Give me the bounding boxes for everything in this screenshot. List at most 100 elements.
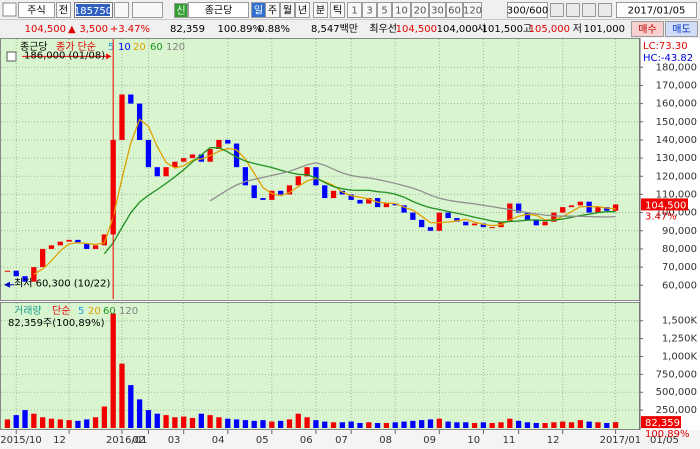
period-button-box[interactable] [280,2,295,18]
stock-name-box[interactable] [188,2,249,18]
x-tick-label: 03 [168,435,181,446]
tool-icon[interactable] [582,3,596,17]
tool-icon[interactable] [550,3,564,17]
volume-bar [463,422,469,428]
period-button-box[interactable] [330,2,345,18]
candle [542,221,548,226]
volume-ratio-label: 100.89% [645,429,690,440]
volume-bar [498,422,504,428]
period-button: 주 [268,6,277,17]
count-box[interactable] [507,2,548,18]
volume-bar [322,421,328,428]
volume-bar [480,422,487,428]
volume-bar [207,415,213,428]
x-tick-label: 11 [503,435,516,446]
code: 185750 [74,6,112,17]
new-badge: 신 [176,5,185,17]
x-tick-label: 05 [256,435,269,446]
volume-bar [110,313,116,428]
volume-bar [586,421,592,428]
interval-button-box[interactable] [429,2,446,18]
period-button-box[interactable] [295,2,310,18]
candle [84,243,90,249]
period-button-box[interactable] [313,2,328,18]
volume-bar [489,422,495,428]
candle [189,154,196,159]
sell-button: 매도 [672,24,690,36]
volume-bar [295,413,301,428]
candle [560,207,566,213]
period-button-box[interactable] [265,2,280,18]
x-tick-label: 02 [132,435,145,446]
candle [445,212,451,219]
x-tick-label: 12 [547,435,560,446]
volume-bar [445,421,451,428]
candle [322,185,328,199]
y-tick-label: 120,000 [656,171,697,182]
candle [330,190,337,199]
candle [480,223,487,228]
interval-button-box[interactable] [446,2,463,18]
y-tick-label: 90,000 [662,226,697,237]
low-annotation: 최저 60,300 (10/22) [14,278,110,290]
volume-bar [40,417,46,428]
quote-volume-ratio: 100.89% [218,24,263,35]
candle [489,227,495,229]
volume-bar [419,420,425,428]
interval-button-box[interactable] [411,2,429,18]
x-tick-label: 2015/10 [0,435,42,446]
date-box[interactable] [616,2,697,18]
candle [136,103,143,140]
volume-bar [22,410,28,428]
interval-button-box[interactable] [463,2,482,18]
candle [401,205,407,213]
new-badge-box[interactable] [174,3,188,18]
volume-bar [524,422,531,428]
high-arrow-head [106,53,112,60]
nav-buttons[interactable] [132,2,163,18]
legend-item: 120 [119,306,138,317]
volume-bar [410,420,416,428]
y-tick-label: 1,500K [662,316,698,327]
candle [551,212,557,222]
candle [286,185,293,195]
candle [75,239,81,244]
legend-item: 60 [150,42,163,53]
stock-name: 종근당 [205,5,233,17]
interval-button-box[interactable] [377,2,392,18]
volume-bar [163,415,169,428]
quote-price: 104,500 [25,24,66,35]
volume-bar [48,418,55,428]
volume-bar [13,415,19,428]
all-box[interactable] [56,2,71,18]
tool-icon[interactable] [566,3,580,17]
volume-bar [278,420,284,428]
candle [454,218,460,222]
x-axis-strip [0,430,700,449]
interval-button-box[interactable] [362,2,377,18]
y-tick-label: 750,000 [656,369,697,380]
volume-bar [242,420,249,428]
candle [295,176,301,186]
volume-bar [542,422,548,428]
volume-bar [577,420,583,428]
market-box[interactable] [18,2,55,18]
x-tick-label: 06 [300,435,313,446]
buy-button-box[interactable] [631,21,664,37]
tool-icon[interactable] [598,3,612,17]
interval-button-box[interactable] [347,2,362,18]
quote-change: 3,500 [79,24,108,35]
candle [48,245,55,249]
volume-bar [330,422,337,428]
volume-bar [66,420,72,428]
volume-bar [233,419,240,428]
menu-icon[interactable] [2,2,17,17]
search-button[interactable] [114,2,129,18]
sell-button-box[interactable] [665,21,698,37]
volume-bar [198,413,204,428]
candle [92,245,99,249]
interval-button-box[interactable] [392,2,411,18]
volume-bar [136,399,143,428]
x-tick-label: 10 [467,435,480,446]
